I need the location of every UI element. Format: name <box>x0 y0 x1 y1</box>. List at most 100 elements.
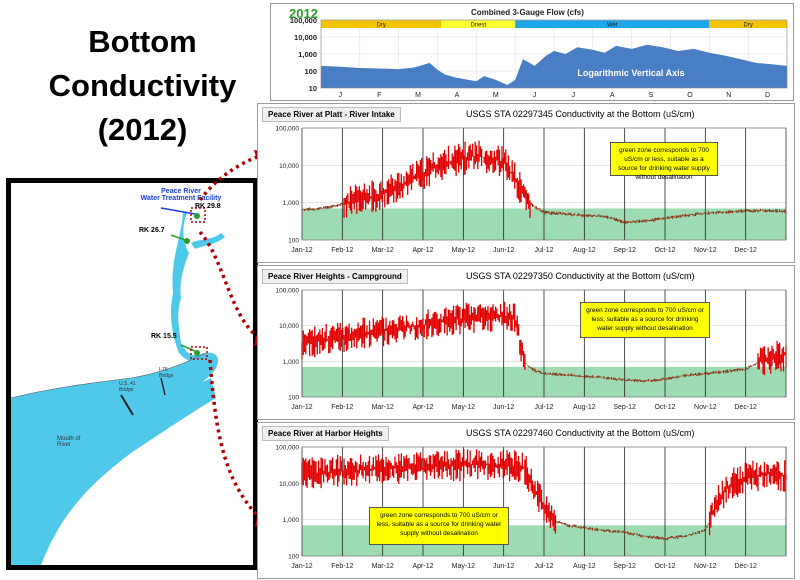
x-tick-label: Mar-12 <box>372 563 394 570</box>
y-tick-label: 100 <box>288 238 299 245</box>
flow-season-label: Wet <box>607 23 618 29</box>
flow-title: Combined 3-Gauge Flow (cfs) <box>471 8 584 17</box>
x-tick-label: Apr-12 <box>412 404 433 411</box>
x-tick-label: Jul-12 <box>534 404 553 411</box>
flow-x-tick: F <box>377 92 381 99</box>
x-tick-label: Aug-12 <box>573 404 596 411</box>
river-map: Peace River Water Treatment Facility RK … <box>6 178 258 570</box>
flow-season-label: Driest <box>470 23 486 29</box>
arrow-to-platt <box>198 153 263 202</box>
x-tick-label: Jan-12 <box>291 404 313 411</box>
flow-season-band <box>709 20 787 28</box>
rk-label-1: RK 29.8 <box>195 203 221 210</box>
x-tick-label: Feb-12 <box>331 247 353 254</box>
platt-panel-title: Peace River at Platt - River Intake <box>262 107 401 122</box>
x-tick-label: Feb-12 <box>331 404 353 411</box>
x-tick-label: Apr-12 <box>412 247 433 254</box>
y-tick-label: 10,000 <box>279 163 299 170</box>
y-tick-label: 100,000 <box>276 445 300 452</box>
river-channel <box>171 211 207 362</box>
y-tick-label: 1,000 <box>283 359 300 366</box>
x-tick-label: Oct-12 <box>654 563 675 570</box>
y-tick-label: 100 <box>288 554 299 561</box>
flow-x-tick: N <box>726 92 731 99</box>
y-tick-label: 1,000 <box>283 517 300 524</box>
harbor-chart: 100,000 10,000 1,000 100 Jan-12 Feb-12 Mar-12 A… <box>276 445 787 570</box>
platt-chart: 100,000 10,000 1,000 100 Jan-12 Feb-12 Mar-12 A… <box>276 126 787 254</box>
flow-chart-panel: 2012 Combined 3-Gauge Flow (cfs) Dry Driest… <box>270 3 794 101</box>
x-tick-label: Sep-12 <box>613 563 636 570</box>
plot-frame <box>301 289 787 398</box>
flow-y-tick: 10 <box>309 84 317 93</box>
flow-season-band <box>441 20 516 28</box>
y-tick-label: 100,000 <box>276 288 300 295</box>
x-tick-label: Apr-12 <box>412 563 433 570</box>
flow-y-tick: 100,000 <box>290 16 317 25</box>
flow-x-tick: J <box>533 92 537 99</box>
flow-x-tick: J <box>572 92 576 99</box>
flow-season-label: Dry <box>743 23 752 29</box>
y-tick-label: 1,000 <box>283 200 300 207</box>
map-drawing <box>11 207 225 565</box>
pointer-rk-29-8 <box>160 207 196 215</box>
station-box-1 <box>190 207 206 223</box>
flow-y-tick: 10,000 <box>294 33 317 42</box>
flow-area <box>321 44 787 88</box>
x-tick-label: Jun-12 <box>493 404 515 411</box>
harbor-panel-title: Peace River at Harbor Heights <box>262 426 389 441</box>
y-tick-label: 10,000 <box>279 481 299 488</box>
flow-season-label: Dry <box>377 23 386 29</box>
x-tick-label: Sep-12 <box>613 404 636 411</box>
flow-annotation: Logarithmic Vertical Axis <box>577 68 684 78</box>
slide-title: Bottom Conductivity (2012) <box>20 20 265 152</box>
y-tick-label: 10,000 <box>279 323 299 330</box>
x-tick-label: Jan-12 <box>291 563 313 570</box>
plot-frame <box>301 446 787 557</box>
x-tick-label: Aug-12 <box>573 563 596 570</box>
bridge-label-2: I-75 Bridge <box>159 367 174 379</box>
platt-panel: Peace River at Platt - River Intake USGS… <box>257 103 795 263</box>
x-tick-label: Dec-12 <box>734 247 757 254</box>
marker-rk-29-8 <box>194 213 200 219</box>
x-tick-label: Jul-12 <box>534 247 553 254</box>
harbor-lower <box>11 378 216 565</box>
x-tick-label: May-12 <box>452 563 475 570</box>
flow-x-tick: O <box>687 92 693 99</box>
heights-panel: Peace River Heights - Campground USGS ST… <box>257 265 795 420</box>
mouth-label: Mouth of River <box>57 436 81 448</box>
heights-note: green zone corresponds to 700 uS/cm or l… <box>580 302 710 338</box>
flow-x-tick: A <box>610 92 615 99</box>
heights-panel-title: Peace River Heights - Campground <box>262 269 408 284</box>
plot-frame <box>301 127 787 241</box>
station-box-2 <box>190 346 208 360</box>
rk-label-3: RK 15.5 <box>151 333 177 340</box>
flow-x-tick: J <box>339 92 343 99</box>
y-tick-label: 100 <box>288 395 299 402</box>
title-line-3: (2012) <box>97 112 188 147</box>
harbor-panel: Peace River at Harbor Heights USGS STA 0… <box>257 422 795 579</box>
bridge-us41 <box>120 394 134 416</box>
x-tick-label: Dec-12 <box>734 563 757 570</box>
pointer-rk-15-5 <box>180 344 196 352</box>
heights-chart-title: USGS STA 02297350 Conductivity at the Bo… <box>466 271 695 281</box>
x-tick-label: Oct-12 <box>654 247 675 254</box>
x-tick-label: Nov-12 <box>694 404 717 411</box>
platt-note: green zone corresponds to 700 uS/cm or l… <box>610 142 718 181</box>
arrow-to-heights <box>198 230 263 342</box>
x-tick-label: Jul-12 <box>534 563 553 570</box>
platt-chart-title: USGS STA 02297345 Conductivity at the Bo… <box>466 109 695 119</box>
x-tick-label: Jun-12 <box>493 563 515 570</box>
bridge-label-1: U.S. 41 Bridge <box>119 381 136 393</box>
flow-chart: 2012 Combined 3-Gauge Flow (cfs) Dry Driest… <box>289 6 788 99</box>
x-tick-label: Mar-12 <box>372 247 394 254</box>
flow-x-tick: S <box>649 92 654 99</box>
flow-x-tick: A <box>455 92 460 99</box>
arrow-to-harbor <box>208 359 264 522</box>
harbor-note: green zone corresponds to 700 uS/cm or l… <box>369 507 509 545</box>
flow-y-tick: 1,000 <box>298 50 317 59</box>
y-tick-label: 100,000 <box>276 126 300 133</box>
x-tick-label: Nov-12 <box>694 563 717 570</box>
title-line-2: Conductivity <box>48 68 237 103</box>
flow-season-band <box>321 20 442 28</box>
x-tick-label: Aug-12 <box>573 247 596 254</box>
